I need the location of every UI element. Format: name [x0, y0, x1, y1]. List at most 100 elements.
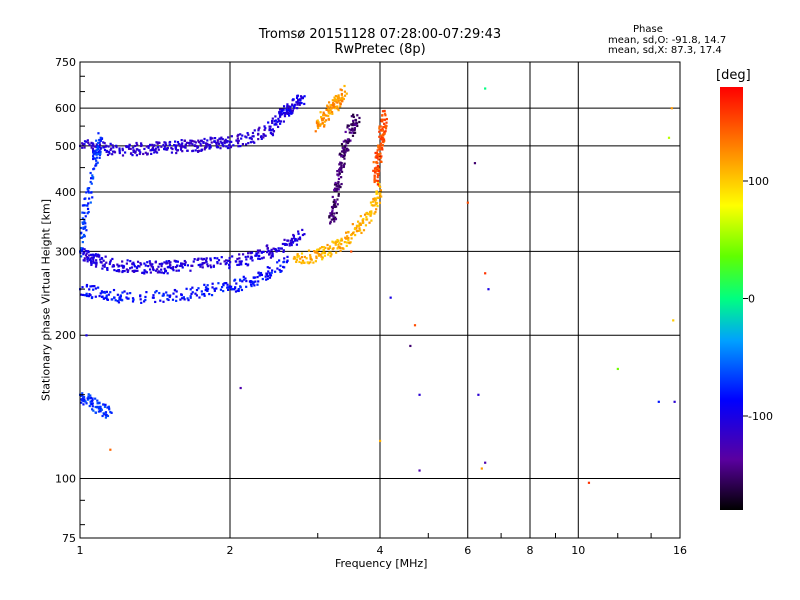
trace-point	[82, 251, 86, 254]
trace-point	[165, 143, 168, 146]
trace-point	[106, 298, 109, 301]
trace-point	[144, 264, 147, 267]
trace-point	[282, 249, 285, 252]
trace-point	[138, 265, 141, 268]
trace-point	[162, 300, 165, 303]
trace-point	[92, 167, 96, 170]
trace-point	[229, 140, 232, 143]
trace-point	[205, 260, 208, 263]
trace-point	[92, 409, 95, 412]
scatter-point	[587, 481, 591, 484]
trace-point	[263, 128, 266, 132]
trace-point	[355, 121, 358, 124]
stats-heading: Phase	[633, 24, 663, 35]
trace-point	[90, 261, 93, 264]
trace-point	[88, 288, 91, 291]
trace-point	[379, 146, 382, 149]
trace-point	[338, 241, 341, 244]
trace-point	[82, 396, 86, 399]
trace-point	[335, 98, 338, 102]
trace-point	[281, 113, 284, 116]
trace-point	[237, 145, 240, 148]
trace-point	[375, 151, 379, 154]
trace-point	[113, 268, 116, 272]
trace-point	[332, 215, 335, 218]
trace-point	[85, 140, 88, 143]
trace-point	[338, 170, 341, 174]
trace-point	[321, 256, 324, 259]
trace-point	[151, 266, 155, 269]
trace-point	[88, 143, 91, 146]
trace-point	[359, 223, 362, 226]
trace-point	[82, 222, 85, 225]
trace-point	[349, 139, 352, 142]
trace-point	[344, 236, 347, 239]
scatter-point	[667, 136, 671, 139]
trace-point	[372, 161, 375, 164]
tick-labels: 1 2 4 6 8 10 16 750 600 500 400 300 200 100 75	[55, 56, 687, 557]
trace-point	[273, 123, 276, 126]
trace-point	[91, 142, 94, 145]
trace-point	[81, 143, 85, 146]
trace-point	[94, 164, 97, 167]
trace-point	[91, 147, 95, 150]
trace-point	[231, 255, 234, 258]
trace-point	[373, 175, 376, 178]
trace-point	[329, 214, 332, 217]
trace-point	[317, 252, 320, 256]
trace-point	[228, 267, 231, 270]
trace-point	[102, 146, 105, 149]
trace-point	[197, 140, 200, 144]
trace-point	[91, 402, 94, 405]
trace-point	[83, 226, 87, 229]
trace-point	[121, 149, 124, 152]
trace-point	[258, 249, 261, 252]
trace-point	[265, 278, 268, 281]
trace-point	[206, 289, 209, 292]
trace-point	[99, 261, 102, 264]
trace-point	[209, 136, 212, 139]
trace-point	[236, 263, 239, 267]
trace-point	[219, 137, 222, 140]
trace-point	[201, 293, 204, 296]
trace-point	[249, 257, 252, 260]
trace-point	[95, 259, 98, 262]
trace-point	[271, 253, 274, 256]
trace-point	[307, 249, 311, 252]
trace-point	[176, 140, 180, 144]
trace-point	[114, 299, 117, 302]
trace-point	[189, 295, 192, 298]
trace-point	[117, 301, 121, 304]
trace-point	[86, 207, 90, 210]
trace-point	[184, 261, 187, 264]
trace-point	[298, 103, 301, 106]
trace-point	[270, 129, 273, 132]
trace-point	[240, 137, 243, 140]
trace-point	[298, 101, 301, 104]
trace-point	[231, 288, 234, 291]
trace-point	[82, 233, 86, 237]
trace-point	[375, 160, 378, 164]
trace-point	[260, 251, 263, 254]
trace-point	[346, 138, 350, 141]
trace-point	[183, 298, 186, 301]
trace-point	[79, 293, 83, 296]
trace-point	[338, 163, 341, 166]
trace-point	[376, 179, 380, 183]
trace-point	[370, 219, 373, 222]
trace-point	[292, 237, 296, 240]
trace-point	[217, 142, 221, 145]
trace-point	[365, 215, 368, 219]
trace-point	[233, 279, 236, 282]
trace-point	[301, 259, 305, 262]
trace-point	[343, 151, 346, 155]
trace-point	[340, 182, 343, 186]
trace-point	[332, 200, 335, 203]
trace-point	[277, 117, 280, 120]
trace-point	[337, 193, 340, 196]
trace-point	[378, 192, 381, 196]
trace-point	[189, 269, 192, 272]
trace-point	[295, 260, 298, 264]
trace-point	[98, 141, 101, 144]
trace-point	[320, 115, 323, 119]
